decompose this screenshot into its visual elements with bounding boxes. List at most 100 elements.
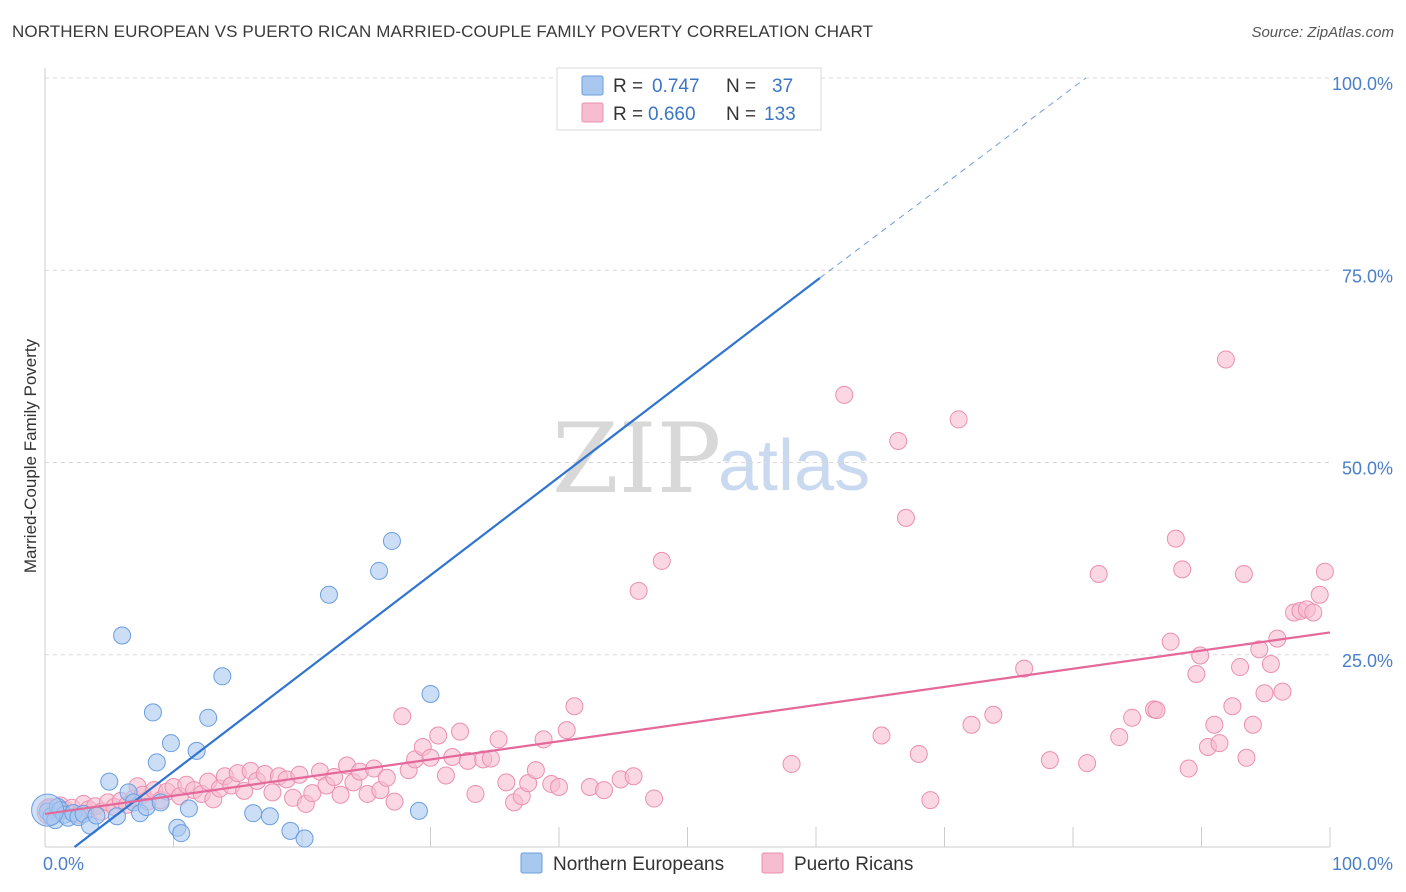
point-puerto-ricans [1123,708,1142,727]
point-puerto-ricans [1161,632,1180,651]
point-puerto-ricans [1089,565,1108,584]
point-puerto-ricans [835,385,854,404]
y-tick-labels: 25.0% 50.0% 75.0% 100.0% [1332,74,1393,671]
point-puerto-ricans [489,730,508,749]
point-puerto-ricans [1234,565,1253,584]
point-puerto-ricans [984,705,1003,724]
legend-r-label: R = [613,104,643,125]
point-puerto-ricans [1231,658,1250,677]
point-puerto-ricans [1078,754,1097,773]
point-northern-europeans [113,626,132,645]
point-puerto-ricans [889,431,908,450]
point-puerto-ricans [497,773,516,792]
cluster-northern-europeans [31,793,65,827]
point-northern-europeans [87,806,106,825]
series-legend: Northern Europeans Puerto Ricans [520,852,913,875]
point-northern-europeans [199,708,218,727]
point-puerto-ricans [1237,748,1256,767]
point-puerto-ricans [526,761,545,780]
point-northern-europeans [295,829,314,848]
point-puerto-ricans [565,697,584,716]
point-northern-europeans [421,684,440,703]
series-northern-europeans [31,531,440,848]
legend-n-value: 133 [764,104,796,125]
point-puerto-ricans [1250,640,1269,659]
point-northern-europeans [319,585,338,604]
watermark: ZIP atlas [552,403,870,515]
point-northern-europeans [100,772,119,791]
point-puerto-ricans [1110,728,1129,747]
point-northern-europeans [370,561,389,580]
point-northern-europeans [161,734,180,753]
legend-n-label: N = [726,76,756,97]
point-puerto-ricans [921,791,940,810]
point-northern-europeans [172,824,191,843]
y-tick-label: 50.0% [1342,459,1393,479]
point-puerto-ricans [1166,529,1185,548]
point-northern-europeans [187,741,206,760]
point-northern-europeans [281,821,300,840]
point-puerto-ricans [645,789,664,808]
y-axis-label: Married-Couple Family Poverty [21,338,40,573]
source-credit: Source: ZipAtlas.com [1251,24,1394,41]
point-northern-europeans [143,703,162,722]
point-puerto-ricans [1255,684,1274,703]
point-puerto-ricans [594,781,613,800]
point-puerto-ricans [1304,603,1323,622]
point-puerto-ricans [377,768,396,787]
point-puerto-ricans [949,410,968,429]
axes [44,68,1331,848]
y-tick-label: 75.0% [1342,266,1393,286]
point-puerto-ricans [1315,562,1334,581]
legend-label-northern-europeans: Northern Europeans [553,854,724,875]
point-puerto-ricans [1040,751,1059,770]
point-puerto-ricans [1243,715,1262,734]
point-puerto-ricans [393,707,412,726]
trendline-northern-europeans-extension [819,77,1087,279]
legend-swatch-blue [581,75,604,96]
y-tick-label: 100.0% [1332,74,1393,94]
x-tick-label: 100.0% [1332,854,1393,874]
point-puerto-ricans [550,778,568,797]
point-northern-europeans [213,667,232,686]
point-puerto-ricans [1216,350,1235,369]
legend-r-value: 0.660 [648,104,696,125]
point-puerto-ricans [1187,664,1206,683]
point-puerto-ricans [1173,560,1192,579]
trendline-puerto-ricans [44,631,1331,816]
point-puerto-ricans [782,754,801,773]
point-puerto-ricans [1179,759,1198,778]
point-puerto-ricans [263,783,282,802]
point-puerto-ricans [1015,659,1034,678]
chart-title: NORTHERN EUROPEAN VS PUERTO RICAN MARRIE… [12,22,874,41]
point-northern-europeans [179,799,198,818]
point-northern-europeans [147,753,166,772]
legend-swatch-northern-europeans [520,852,543,874]
point-puerto-ricans [1205,715,1224,734]
point-puerto-ricans [962,715,981,734]
watermark-atlas: atlas [718,426,870,506]
point-puerto-ricans [896,508,915,527]
point-puerto-ricans [1310,585,1329,604]
legend-swatch-puerto-ricans [761,852,784,874]
legend-r-value: 0.747 [652,76,700,97]
point-puerto-ricans [303,784,322,803]
point-puerto-ricans [1261,654,1280,673]
point-puerto-ricans [1147,701,1166,720]
point-puerto-ricans [652,551,671,570]
watermark-zip: ZIP [552,403,721,515]
point-puerto-ricans [1273,682,1292,701]
legend-r-label: R = [613,76,643,97]
point-puerto-ricans [557,721,576,740]
point-puerto-ricans [290,765,309,784]
point-puerto-ricans [436,766,455,785]
x-tick-label: 0.0% [43,854,84,874]
point-puerto-ricans [1223,697,1242,716]
point-puerto-ricans [872,726,891,745]
x-tick-labels: 0.0% 100.0% [43,854,1393,874]
point-puerto-ricans [466,784,485,803]
point-puerto-ricans [429,726,448,745]
point-northern-europeans [244,804,263,823]
point-northern-europeans [382,531,401,550]
legend-n-value: 37 [772,76,793,97]
